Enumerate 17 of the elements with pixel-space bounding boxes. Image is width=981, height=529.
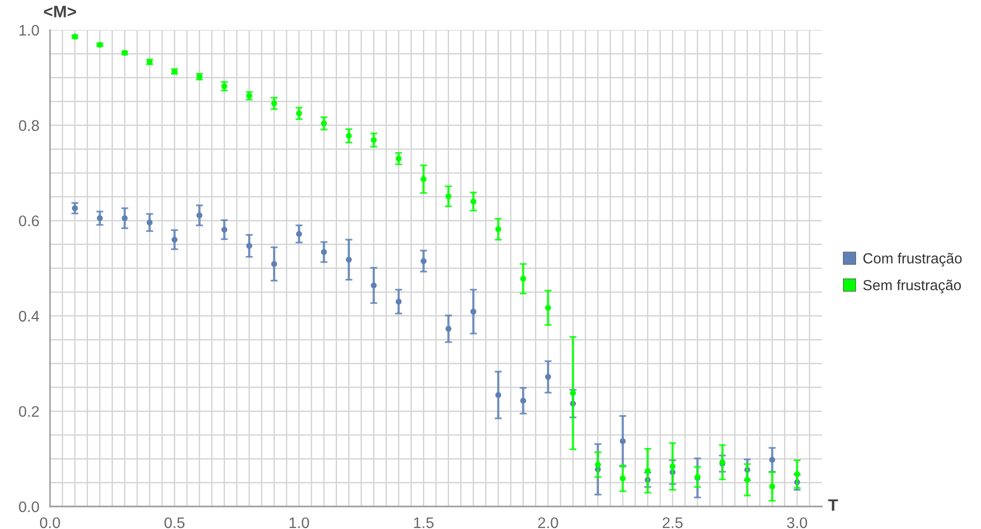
y-axis-title: <M> <box>44 6 76 18</box>
x-axis-title: T <box>828 499 838 511</box>
x-tick-label: 0.5 <box>164 517 184 528</box>
y-tick-label: 0.8 <box>18 120 39 131</box>
x-tick-label: 1.0 <box>290 517 310 528</box>
x-tick-label: 2.0 <box>538 517 558 528</box>
y-tick-label: 0.2 <box>18 406 39 417</box>
legend-label: Sem frustração <box>863 280 961 294</box>
x-tick-label: 1.5 <box>414 517 434 528</box>
y-tick-label: 1.0 <box>20 24 39 36</box>
x-tick-label: 3.0 <box>787 517 808 528</box>
legend-label: Com frustração <box>863 252 962 266</box>
x-tick-label: 2.5 <box>662 517 683 528</box>
y-tick-label: 0.4 <box>18 310 40 322</box>
y-tick-label: 0.6 <box>18 215 39 226</box>
y-tick-label: 0.0 <box>18 501 39 512</box>
x-tick-label: 0.0 <box>40 517 60 528</box>
